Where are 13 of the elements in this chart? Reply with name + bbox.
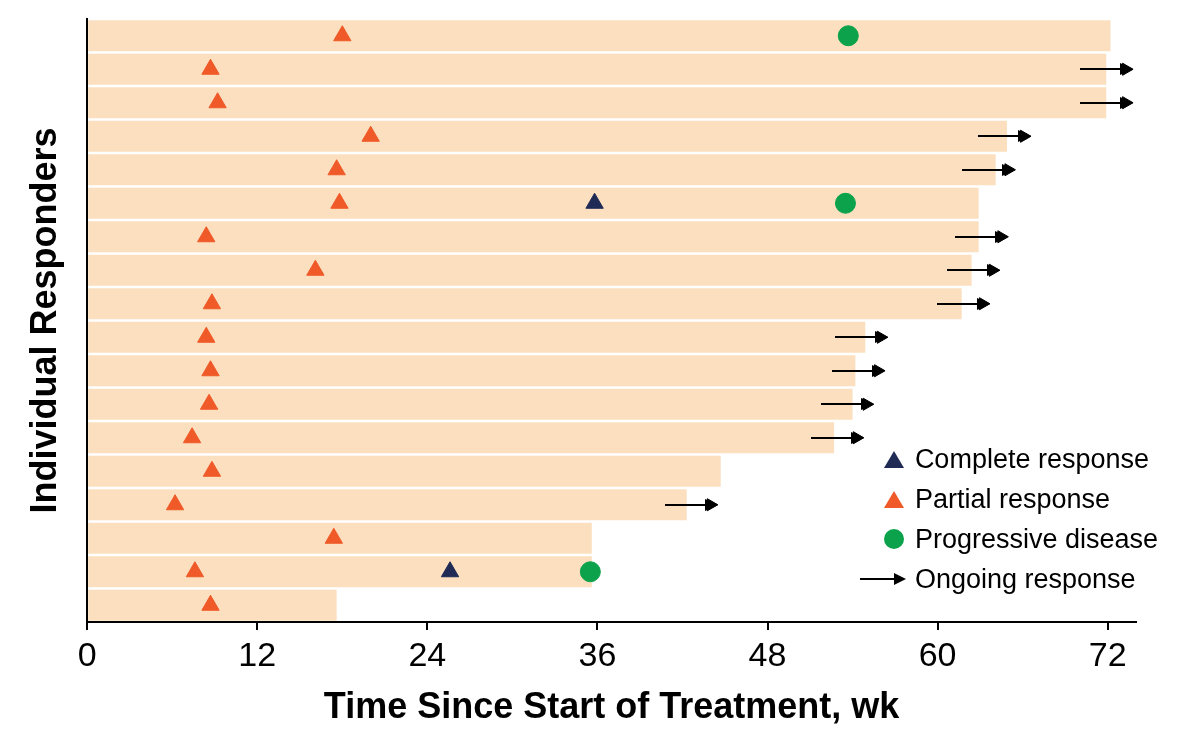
- x-axis-title: Time Since Start of Treatment, wk: [323, 685, 901, 727]
- legend-label: Ongoing response: [914, 563, 1136, 595]
- x-tick-label: 12: [238, 634, 277, 673]
- legend-label: Progressive disease: [914, 523, 1158, 555]
- x-tick-label: 60: [918, 634, 957, 673]
- x-tick-label: 48: [748, 634, 787, 673]
- x-tick-label: 24: [408, 634, 447, 673]
- x-tick-label: 36: [578, 634, 617, 673]
- legend-label: Partial response: [914, 483, 1110, 515]
- x-tick-label: 72: [1088, 634, 1127, 673]
- x-tick-label: 0: [77, 634, 97, 673]
- y-axis-title: Individual Responders: [22, 127, 64, 514]
- legend-label: Complete response: [914, 443, 1150, 475]
